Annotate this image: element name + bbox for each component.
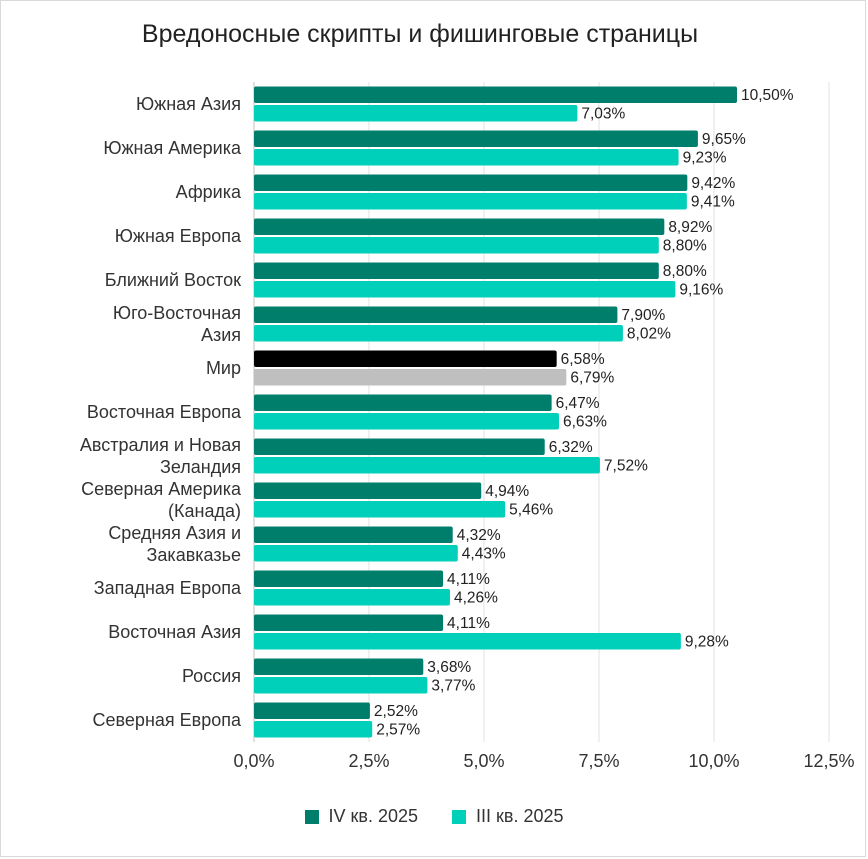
x-tick-label-0: 0,0%: [233, 751, 274, 771]
legend-label-q4: IV кв. 2025: [328, 806, 419, 826]
bar-q3-1: [254, 149, 679, 166]
category-label-8: Австралия и Новая Зеландия: [80, 435, 241, 477]
bar-q4-7: [254, 394, 552, 411]
data-label-q4-6: 6,58%: [561, 351, 605, 368]
bar-q3-5: [254, 325, 623, 342]
legend-swatch-q4: [304, 809, 319, 824]
category-label-14: Северная Европа: [93, 710, 242, 730]
bar-q4-14: [254, 702, 370, 719]
bar-q4-1: [254, 130, 698, 147]
data-label-q3-8: 7,52%: [604, 458, 648, 475]
bar-q4-10: [254, 526, 453, 543]
legend: IV кв. 2025 III кв. 2025: [0, 806, 868, 827]
bar-q3-0: [254, 105, 578, 122]
bar-q3-12: [254, 633, 681, 650]
category-label-13: Россия: [182, 666, 241, 686]
category-label-6: Мир: [206, 358, 241, 378]
data-label-q3-3: 8,80%: [663, 238, 707, 255]
data-label-q4-4: 8,80%: [663, 263, 707, 280]
data-label-q4-14: 2,52%: [374, 703, 418, 720]
bar-q4-13: [254, 658, 424, 675]
category-label-3: Южная Европа: [115, 226, 242, 246]
data-label-q3-1: 9,23%: [683, 150, 727, 167]
category-label-12: Восточная Азия: [108, 622, 241, 642]
bar-q3-8: [254, 457, 600, 474]
data-label-q3-12: 9,28%: [685, 634, 729, 651]
bar-q4-4: [254, 262, 659, 279]
data-label-q4-9: 4,94%: [485, 483, 529, 500]
category-label-10: Средняя Азия и Закавказье: [108, 523, 241, 565]
data-label-q4-12: 4,11%: [447, 615, 490, 632]
data-label-q3-6: 6,79%: [570, 370, 614, 387]
bar-q3-14: [254, 721, 373, 738]
category-label-7: Восточная Европа: [87, 402, 242, 422]
bar-q4-12: [254, 614, 444, 631]
bar-q4-8: [254, 438, 545, 455]
x-tick-label-1: 2,5%: [348, 751, 389, 771]
x-tick-label-5: 12,5%: [803, 751, 854, 771]
category-label-0: Южная Азия: [136, 94, 241, 114]
data-label-q4-5: 7,90%: [621, 307, 665, 324]
legend-item-q4: IV кв. 2025: [304, 806, 419, 827]
category-label-2: Африка: [176, 182, 242, 202]
data-label-q3-0: 7,03%: [581, 106, 625, 123]
bar-q4-0: [254, 86, 737, 103]
data-label-q4-11: 4,11%: [447, 571, 490, 588]
data-label-q3-11: 4,26%: [454, 590, 498, 607]
legend-label-q3: III кв. 2025: [476, 806, 564, 826]
legend-item-q3: III кв. 2025: [452, 806, 564, 827]
bar-q3-10: [254, 545, 458, 562]
x-tick-label-4: 10,0%: [688, 751, 739, 771]
legend-swatch-q3: [452, 809, 466, 824]
data-label-q3-7: 6,63%: [563, 414, 607, 431]
category-label-4: Ближний Восток: [105, 270, 241, 290]
bar-q4-3: [254, 218, 665, 235]
data-label-q3-10: 4,43%: [462, 546, 506, 563]
bar-q3-4: [254, 281, 676, 298]
bar-q4-5: [254, 306, 618, 323]
data-label-q4-7: 6,47%: [556, 395, 600, 412]
data-label-q4-1: 9,65%: [702, 131, 746, 148]
data-label-q3-2: 9,41%: [691, 194, 735, 211]
chart-title: Вредоносные скрипты и фишинговые страниц…: [141, 20, 699, 48]
data-label-q3-9: 5,46%: [509, 502, 553, 519]
bar-q3-11: [254, 589, 450, 606]
data-label-q4-13: 3,68%: [427, 659, 471, 676]
data-label-q4-8: 6,32%: [549, 439, 593, 456]
bar-q3-3: [254, 237, 659, 254]
bar-q4-2: [254, 174, 688, 191]
bar-q3-6: [254, 369, 567, 386]
x-tick-label-2: 5,0%: [463, 751, 504, 771]
data-label-q3-13: 3,77%: [431, 678, 475, 695]
category-label-9: Северная Америка (Канада): [81, 479, 242, 521]
category-label-1: Южная Америка: [103, 138, 242, 158]
data-label-q4-3: 8,92%: [668, 219, 712, 236]
category-label-11: Западная Европа: [94, 578, 242, 598]
data-label-q4-2: 9,42%: [691, 175, 735, 192]
data-label-q3-5: 8,02%: [627, 326, 671, 343]
category-label-5: Юго-Восточная Азия: [113, 303, 241, 345]
bar-q3-7: [254, 413, 559, 430]
x-tick-label-3: 7,5%: [578, 751, 619, 771]
data-label-q3-14: 2,57%: [376, 722, 420, 739]
bar-q4-6: [254, 350, 557, 367]
bar-q4-9: [254, 482, 482, 499]
bar-chart: 0,0% 2,5% 5,0% 7,5% 10,0% 12,5% Южная Азия 10,5…: [80, 82, 855, 771]
data-label-q3-4: 9,16%: [679, 282, 723, 299]
bar-q3-9: [254, 501, 506, 518]
data-label-q4-10: 4,32%: [457, 527, 501, 544]
bar-q3-13: [254, 677, 428, 694]
data-label-q4-0: 10,50%: [741, 87, 794, 104]
bar-q4-11: [254, 570, 444, 587]
bar-q3-2: [254, 193, 687, 210]
